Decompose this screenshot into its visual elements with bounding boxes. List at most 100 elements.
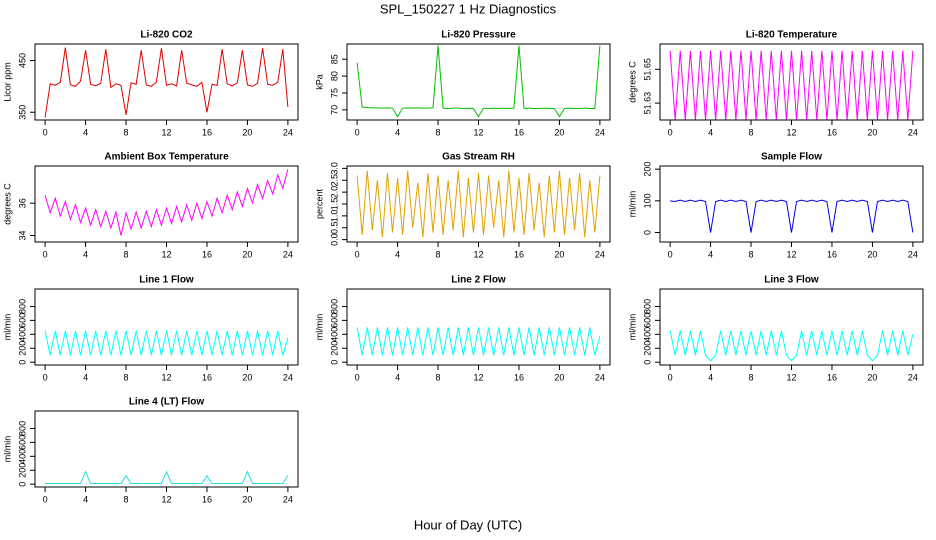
y-tick-label: 600 [329, 313, 339, 328]
x-tick-label: 24 [283, 494, 293, 504]
y-tick-label: 0 [642, 360, 652, 365]
x-tick-label: 0 [43, 494, 48, 504]
y-tick-label: 800 [17, 421, 27, 436]
panel-title: Ambient Box Temperature [104, 152, 229, 163]
x-tick-label: 24 [595, 249, 605, 259]
x-tick-label: 12 [473, 249, 483, 259]
y-tick-label: 800 [17, 299, 27, 314]
x-tick-label: 4 [83, 249, 88, 259]
data-line [356, 45, 601, 118]
x-tick-label: 20 [242, 127, 252, 137]
y-tick-label: 200 [329, 341, 339, 356]
y-tick-label: 600 [642, 313, 652, 328]
panel-title: Li-820 Temperature [746, 30, 838, 41]
x-tick-label: 8 [124, 494, 129, 504]
x-tick-label: 24 [908, 249, 918, 259]
x-tick-label: 16 [827, 127, 837, 137]
x-tick-label: 4 [395, 372, 400, 382]
x-tick-label: 12 [473, 372, 483, 382]
y-tick-label: 0 [329, 360, 339, 365]
x-tick-label: 12 [161, 372, 171, 382]
y-tick-label: 34 [17, 231, 27, 241]
x-tick-label: 12 [786, 372, 796, 382]
y-tick-label: 0 [17, 360, 27, 365]
x-tick-label: 12 [161, 249, 171, 259]
y-tick-label: 0.5 [329, 221, 339, 234]
x-tick-label: 0 [355, 372, 360, 382]
x-tick-label: 12 [161, 127, 171, 137]
plot-frame [34, 165, 299, 243]
x-tick-label: 20 [554, 249, 564, 259]
x-tick-label: 24 [595, 372, 605, 382]
y-tick-label: 400 [642, 327, 652, 342]
y-tick-label: 200 [17, 341, 27, 356]
plot-frame [659, 43, 924, 121]
y-tick-label: 70 [329, 105, 339, 115]
x-tick-label: 24 [595, 127, 605, 137]
x-tick-label: 4 [708, 372, 713, 382]
x-tick-label: 0 [355, 249, 360, 259]
data-line [356, 327, 601, 356]
data-line [356, 170, 601, 238]
data-line [669, 330, 914, 362]
x-tick-label: 20 [554, 372, 564, 382]
plot-frame [659, 165, 924, 243]
y-axis-label: Licor ppm [2, 62, 12, 102]
y-tick-label: 800 [642, 299, 652, 314]
x-tick-label: 20 [242, 372, 252, 382]
y-tick-label: 0 [17, 482, 27, 487]
x-tick-label: 24 [283, 249, 293, 259]
x-tick-label: 20 [867, 127, 877, 137]
x-tick-label: 4 [395, 127, 400, 137]
x-tick-label: 4 [708, 127, 713, 137]
y-tick-label: 450 [17, 53, 27, 68]
y-axis-label: ml/min [2, 436, 12, 463]
plot-frame [34, 410, 299, 488]
plot-frame [346, 43, 611, 121]
panel-title: Li-820 CO2 [140, 30, 193, 41]
x-tick-label: 24 [283, 127, 293, 137]
x-tick-label: 8 [749, 127, 754, 137]
x-tick-label: 8 [436, 249, 441, 259]
data-line [45, 470, 289, 485]
x-tick-label: 16 [202, 127, 212, 137]
x-tick-label: 16 [202, 249, 212, 259]
x-tick-label: 20 [554, 127, 564, 137]
x-tick-label: 0 [43, 372, 48, 382]
y-tick-label: 400 [17, 327, 27, 342]
data-line [669, 50, 914, 121]
x-axis-label: Hour of Day (UTC) [414, 517, 522, 532]
y-axis-label: ml/min [2, 314, 12, 341]
x-tick-label: 16 [827, 249, 837, 259]
panel-title: Sample Flow [761, 152, 822, 163]
x-tick-label: 8 [124, 249, 129, 259]
plot-frame [34, 288, 299, 366]
y-tick-label: 600 [17, 435, 27, 450]
y-tick-label: 85 [329, 54, 339, 64]
y-tick-label: 800 [329, 299, 339, 314]
y-axis-label: kPa [314, 74, 324, 90]
y-tick-label: 600 [17, 313, 27, 328]
panel-title: Li-820 Pressure [441, 30, 516, 41]
y-tick-label: 75 [329, 88, 339, 98]
panel-title: Line 4 (LT) Flow [129, 397, 205, 408]
y-tick-label: 200 [642, 341, 652, 356]
y-tick-label: 350 [17, 105, 27, 120]
x-tick-label: 16 [202, 494, 212, 504]
plot-frame [659, 288, 924, 366]
x-tick-label: 12 [473, 127, 483, 137]
x-tick-label: 12 [786, 127, 796, 137]
y-tick-label: 36 [17, 198, 27, 208]
y-tick-label: 3.0 [329, 162, 339, 175]
x-tick-label: 0 [668, 249, 673, 259]
y-tick-label: 0 [642, 230, 652, 235]
x-tick-label: 4 [708, 249, 713, 259]
x-tick-label: 20 [242, 249, 252, 259]
x-tick-label: 12 [786, 249, 796, 259]
y-axis-label: degrees C [2, 183, 12, 225]
y-tick-label: 100 [642, 193, 652, 208]
plot-frame [34, 43, 299, 121]
x-tick-label: 0 [43, 127, 48, 137]
x-tick-label: 8 [749, 372, 754, 382]
